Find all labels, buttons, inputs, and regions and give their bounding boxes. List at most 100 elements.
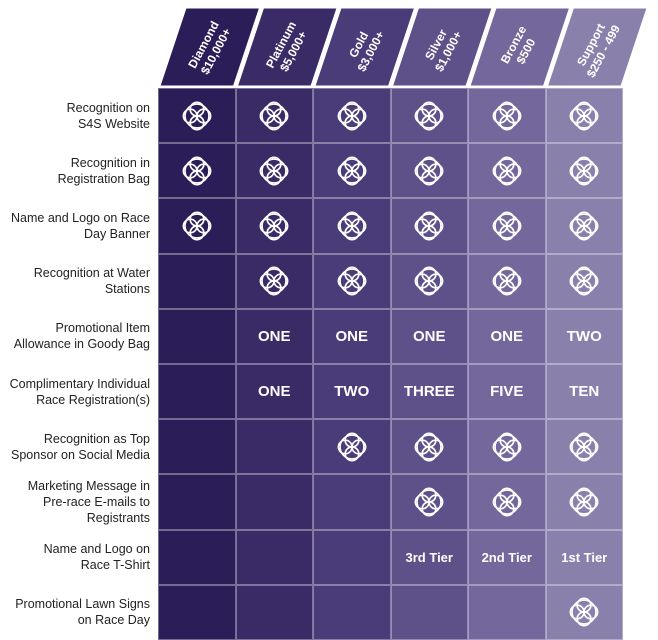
benefit-label-line: Day Banner <box>83 226 150 241</box>
benefit-label-line: Recognition on <box>66 100 150 115</box>
knot-emblem-icon <box>412 154 446 188</box>
benefit-cell-value: ONE <box>390 308 468 364</box>
benefit-cell <box>545 584 623 640</box>
benefit-label: Recognition as Top Sponsor on Social Medi… <box>0 419 150 474</box>
benefit-cell-empty <box>313 474 391 530</box>
benefit-label-line: Recognition at Water <box>33 266 150 281</box>
benefit-cell <box>390 88 468 144</box>
benefit-cell-value: TWO <box>313 364 391 420</box>
benefit-cell-empty <box>235 419 313 475</box>
knot-emblem-icon <box>335 154 369 188</box>
benefit-cell <box>545 253 623 309</box>
benefit-cell-empty <box>390 584 468 640</box>
benefit-cell-empty <box>235 584 313 640</box>
benefit-cell <box>158 143 236 199</box>
benefit-label: Recognition in Registration Bag <box>0 143 150 198</box>
benefit-cell <box>235 88 313 144</box>
benefit-label: Promotional Item Allowance in Goody Bag <box>0 309 150 364</box>
benefit-label-line: Allowance in Goody Bag <box>13 337 150 352</box>
knot-emblem-icon <box>567 209 601 243</box>
benefit-cell <box>468 474 546 530</box>
benefit-label-line: Name and Logo on <box>43 542 150 557</box>
benefit-cell-empty <box>158 474 236 530</box>
benefit-cell <box>390 419 468 475</box>
benefit-label-line: Recognition in <box>70 155 150 170</box>
benefit-label: Complimentary Individual Race Registratio… <box>0 364 150 419</box>
benefit-label: Recognition at Water Stations <box>0 254 150 309</box>
tier-header-gold: Gold$3,000+ <box>314 7 416 87</box>
benefit-label-line: Registration Bag <box>57 171 150 186</box>
benefit-cell-value: THREE <box>390 364 468 420</box>
benefit-cell-empty <box>158 308 236 364</box>
benefit-label: Name and Logo on Race Day Banner <box>0 198 150 253</box>
benefit-cell-empty <box>313 529 391 585</box>
knot-emblem-icon <box>567 154 601 188</box>
benefit-label-line: Sponsor on Social Media <box>11 447 150 462</box>
knot-emblem-icon <box>490 430 524 464</box>
knot-emblem-icon <box>490 485 524 519</box>
benefit-cell-value: ONE <box>313 308 391 364</box>
benefit-cell <box>313 253 391 309</box>
knot-emblem-icon <box>490 264 524 298</box>
benefit-cell <box>468 198 546 254</box>
benefit-cell <box>390 143 468 199</box>
knot-emblem-icon <box>335 264 369 298</box>
benefit-cell <box>235 253 313 309</box>
benefit-cell <box>313 419 391 475</box>
benefit-cell-value: 3rd Tier <box>390 529 468 585</box>
benefit-cell <box>313 88 391 144</box>
knot-emblem-icon <box>335 99 369 133</box>
benefit-label-line: Race T-Shirt <box>80 558 150 573</box>
benefit-label-line: Marketing Message in <box>27 478 150 493</box>
benefit-cell <box>158 198 236 254</box>
benefit-cell <box>545 143 623 199</box>
knot-emblem-icon <box>257 99 291 133</box>
knot-emblem-icon <box>180 154 214 188</box>
benefit-label: Name and Logo on Race T-Shirt <box>0 530 150 585</box>
benefit-cell <box>235 143 313 199</box>
benefit-cell <box>468 253 546 309</box>
knot-emblem-icon <box>257 264 291 298</box>
benefit-cell <box>545 198 623 254</box>
benefit-label: Promotional Lawn Signs on Race Day <box>0 585 150 640</box>
benefit-label-line: S4S Website <box>77 116 150 131</box>
benefit-cell <box>468 88 546 144</box>
benefit-label-line: Race Registration(s) <box>36 392 150 407</box>
benefit-cell <box>390 474 468 530</box>
tier-header-support: Support$250 - 499 <box>546 7 648 87</box>
benefit-cell <box>468 419 546 475</box>
benefit-label-line: Name and Logo on Race <box>11 210 150 225</box>
benefit-cell-empty <box>313 584 391 640</box>
knot-emblem-icon <box>257 209 291 243</box>
benefit-cell-value: ONE <box>235 364 313 420</box>
benefit-cell-empty <box>158 529 236 585</box>
tier-header-platinum: Platinum$5,000+ <box>236 7 338 87</box>
benefit-cell-empty <box>468 584 546 640</box>
benefit-cell <box>313 198 391 254</box>
benefit-cell <box>468 143 546 199</box>
knot-emblem-icon <box>412 485 446 519</box>
benefit-cell <box>390 198 468 254</box>
benefit-cell <box>545 419 623 475</box>
benefit-cell-empty <box>158 364 236 420</box>
knot-emblem-icon <box>490 99 524 133</box>
knot-emblem-icon <box>180 209 214 243</box>
benefit-cell-empty <box>158 419 236 475</box>
knot-emblem-icon <box>567 595 601 629</box>
benefit-label: Recognition on S4S Website <box>0 88 150 143</box>
knot-emblem-icon <box>412 99 446 133</box>
tier-header-bronze: Bronze$500 <box>469 7 571 87</box>
tier-header-diamond: Diamond$10,000+ <box>159 7 261 87</box>
benefit-cell-value: TEN <box>545 364 623 420</box>
knot-emblem-icon <box>567 99 601 133</box>
benefit-label-line: on Race Day <box>77 613 150 628</box>
benefit-cell-value: 2nd Tier <box>468 529 546 585</box>
benefit-label: Marketing Message in Pre-race E-mails to R… <box>0 474 150 529</box>
benefit-cell-value: 1st Tier <box>545 529 623 585</box>
knot-emblem-icon <box>335 430 369 464</box>
benefit-label-line: Pre-race E-mails to <box>43 494 150 509</box>
benefit-label-line: Promotional Lawn Signs <box>15 597 150 612</box>
benefit-label-line: Registrants <box>86 510 150 525</box>
benefit-cell <box>235 198 313 254</box>
